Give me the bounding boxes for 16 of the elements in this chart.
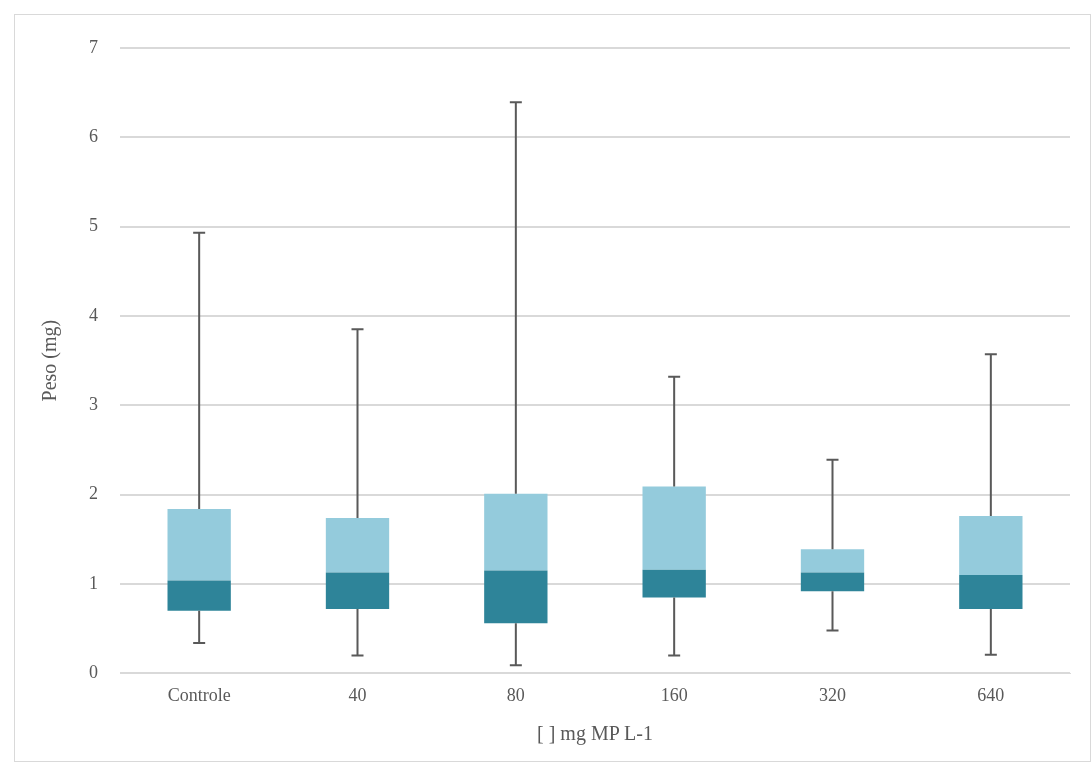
x-tick-label: 320: [819, 684, 846, 705]
y-tick-label: 0: [89, 662, 98, 683]
y-tick-label: 2: [89, 483, 98, 504]
x-axis-title: [ ] mg MP L-1: [537, 722, 653, 746]
x-tick-label: 640: [977, 684, 1005, 705]
x-tick-label: 80: [506, 684, 525, 705]
y-tick-label: 4: [89, 304, 98, 325]
x-tick-label: 160: [660, 684, 688, 705]
y-tick-label: 3: [89, 394, 98, 415]
y-tick-label: 5: [89, 215, 98, 236]
x-tick-label: Controle: [167, 684, 231, 705]
y-tick-label: 7: [89, 36, 98, 57]
y-tick-label: 1: [89, 572, 98, 593]
y-axis-title: Peso (mg): [38, 319, 62, 402]
y-tick-label: 6: [89, 125, 98, 146]
x-tick-label: 40: [348, 684, 367, 705]
